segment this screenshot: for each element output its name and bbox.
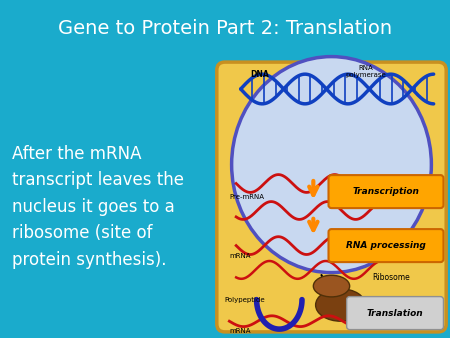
Text: Pre-mRNA: Pre-mRNA bbox=[230, 194, 264, 200]
Text: RNA processing: RNA processing bbox=[346, 241, 426, 250]
FancyBboxPatch shape bbox=[346, 297, 443, 330]
Ellipse shape bbox=[313, 275, 350, 297]
Text: Polypeptide: Polypeptide bbox=[225, 297, 266, 303]
Text: Transcription: Transcription bbox=[352, 187, 419, 196]
FancyBboxPatch shape bbox=[328, 229, 443, 262]
Text: After the mRNA
transcript leaves the
nucleus it goes to a
ribosome (site of
prot: After the mRNA transcript leaves the nuc… bbox=[12, 145, 184, 269]
Ellipse shape bbox=[315, 289, 365, 321]
FancyBboxPatch shape bbox=[328, 175, 443, 208]
Text: mRNA: mRNA bbox=[230, 328, 251, 334]
Text: Ribosome: Ribosome bbox=[372, 273, 410, 283]
Text: Gene to Protein Part 2: Translation: Gene to Protein Part 2: Translation bbox=[58, 19, 392, 38]
FancyBboxPatch shape bbox=[217, 62, 446, 332]
Text: DNA: DNA bbox=[250, 70, 269, 79]
Ellipse shape bbox=[232, 56, 432, 273]
Text: Translation: Translation bbox=[367, 309, 423, 318]
Text: RNA
polymerase: RNA polymerase bbox=[345, 65, 386, 78]
Text: mRNA: mRNA bbox=[230, 254, 251, 259]
